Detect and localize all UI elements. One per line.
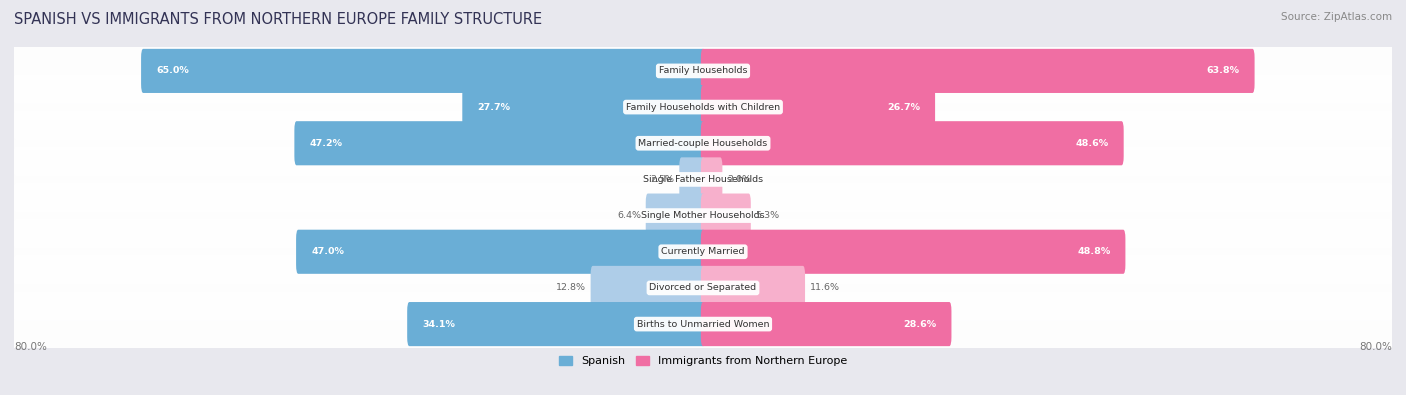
FancyBboxPatch shape xyxy=(13,183,1393,248)
Text: 2.5%: 2.5% xyxy=(651,175,675,184)
Text: Single Father Households: Single Father Households xyxy=(643,175,763,184)
FancyBboxPatch shape xyxy=(13,292,1393,357)
FancyBboxPatch shape xyxy=(141,49,706,93)
Text: 80.0%: 80.0% xyxy=(1360,342,1392,352)
Text: Married-couple Households: Married-couple Households xyxy=(638,139,768,148)
Text: 26.7%: 26.7% xyxy=(887,103,920,111)
FancyBboxPatch shape xyxy=(13,75,1393,139)
FancyBboxPatch shape xyxy=(645,194,706,238)
Text: Currently Married: Currently Married xyxy=(661,247,745,256)
FancyBboxPatch shape xyxy=(700,85,935,129)
Text: Family Households: Family Households xyxy=(659,66,747,75)
Text: 34.1%: 34.1% xyxy=(422,320,456,329)
FancyBboxPatch shape xyxy=(679,157,706,201)
FancyBboxPatch shape xyxy=(700,302,952,346)
Text: 48.8%: 48.8% xyxy=(1077,247,1111,256)
Text: 63.8%: 63.8% xyxy=(1206,66,1240,75)
FancyBboxPatch shape xyxy=(700,194,751,238)
Text: 65.0%: 65.0% xyxy=(156,66,188,75)
FancyBboxPatch shape xyxy=(700,229,1125,274)
Text: Single Mother Households: Single Mother Households xyxy=(641,211,765,220)
FancyBboxPatch shape xyxy=(13,111,1393,176)
FancyBboxPatch shape xyxy=(13,38,1393,103)
Text: 80.0%: 80.0% xyxy=(14,342,46,352)
FancyBboxPatch shape xyxy=(463,85,706,129)
Text: Source: ZipAtlas.com: Source: ZipAtlas.com xyxy=(1281,12,1392,22)
Text: 2.0%: 2.0% xyxy=(727,175,751,184)
Legend: Spanish, Immigrants from Northern Europe: Spanish, Immigrants from Northern Europe xyxy=(558,356,848,366)
Text: Births to Unmarried Women: Births to Unmarried Women xyxy=(637,320,769,329)
Text: Family Households with Children: Family Households with Children xyxy=(626,103,780,111)
FancyBboxPatch shape xyxy=(591,266,706,310)
FancyBboxPatch shape xyxy=(294,121,706,166)
Text: 47.0%: 47.0% xyxy=(311,247,344,256)
Text: 28.6%: 28.6% xyxy=(903,320,936,329)
FancyBboxPatch shape xyxy=(297,229,706,274)
Text: 11.6%: 11.6% xyxy=(810,284,839,292)
Text: 12.8%: 12.8% xyxy=(555,284,586,292)
Text: Divorced or Separated: Divorced or Separated xyxy=(650,284,756,292)
FancyBboxPatch shape xyxy=(700,49,1254,93)
Text: 48.6%: 48.6% xyxy=(1076,139,1108,148)
Text: 6.4%: 6.4% xyxy=(617,211,641,220)
FancyBboxPatch shape xyxy=(13,219,1393,284)
Text: 27.7%: 27.7% xyxy=(478,103,510,111)
FancyBboxPatch shape xyxy=(700,266,806,310)
Text: SPANISH VS IMMIGRANTS FROM NORTHERN EUROPE FAMILY STRUCTURE: SPANISH VS IMMIGRANTS FROM NORTHERN EURO… xyxy=(14,12,543,27)
FancyBboxPatch shape xyxy=(700,157,723,201)
FancyBboxPatch shape xyxy=(13,147,1393,212)
FancyBboxPatch shape xyxy=(700,121,1123,166)
FancyBboxPatch shape xyxy=(13,256,1393,320)
Text: 47.2%: 47.2% xyxy=(309,139,343,148)
FancyBboxPatch shape xyxy=(408,302,706,346)
Text: 5.3%: 5.3% xyxy=(755,211,780,220)
